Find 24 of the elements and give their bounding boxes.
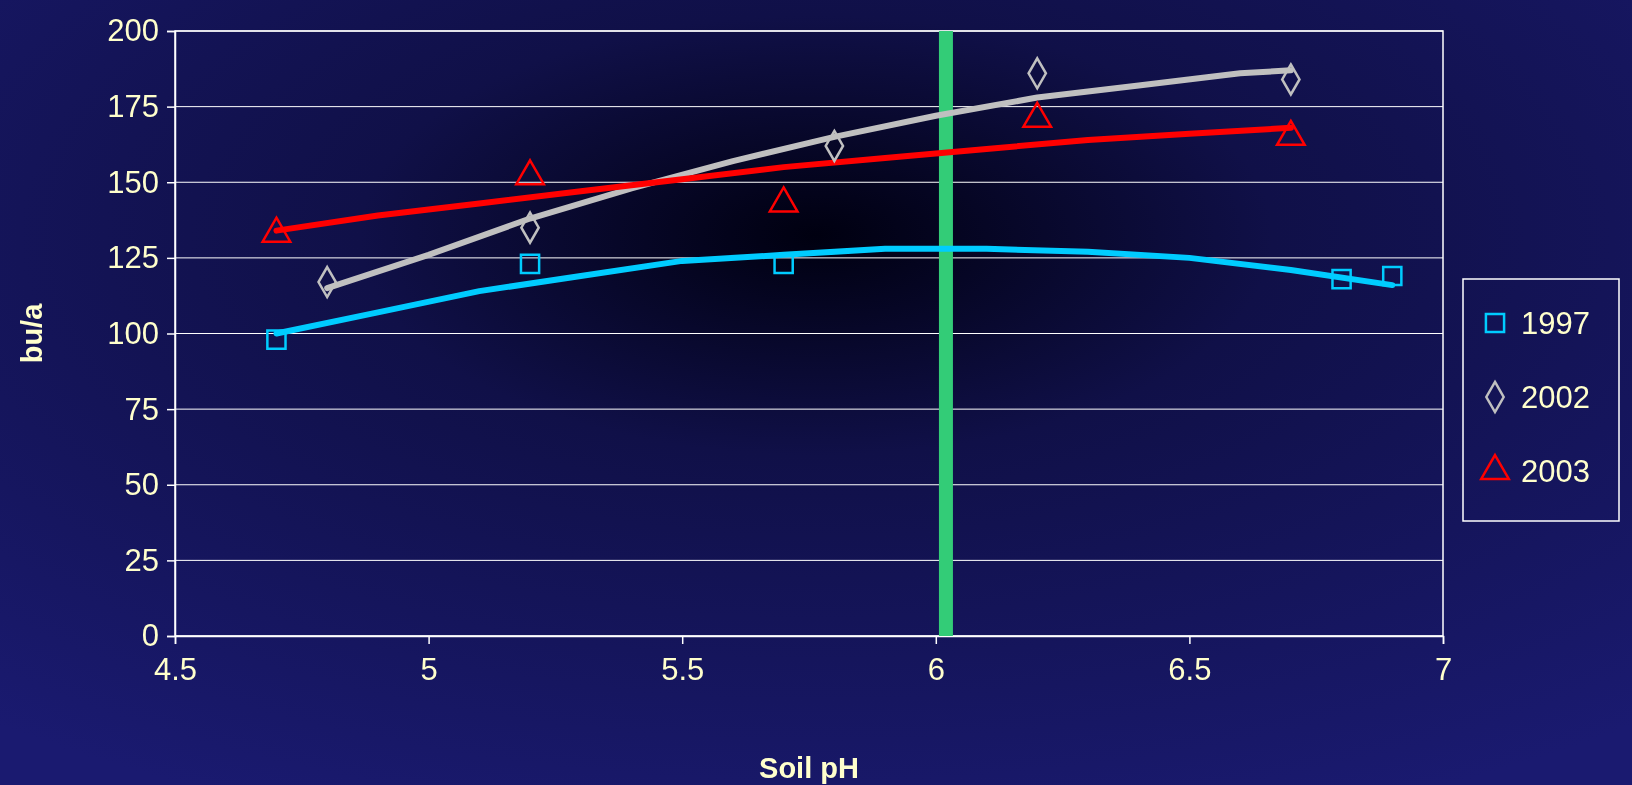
y-tick-label: 50 [124,467,159,503]
y-axis-title: bu/a [16,302,48,364]
point [266,329,287,350]
x-tick-label: 5.5 [661,652,705,688]
point [1331,268,1352,290]
y-tick-label: 100 [107,315,159,351]
point [1381,265,1403,287]
y-tick-label: 0 [141,618,159,654]
y-tick-label: 200 [107,13,159,49]
legend-label: 1997 [1521,306,1590,341]
y-tick-label: 150 [107,164,159,200]
x-tick-label: 6.5 [1168,652,1212,688]
x-tick-label: 7 [1434,652,1453,688]
x-axis-title: Soil pH [759,752,859,784]
x-tick-label: 6 [927,652,945,688]
legend-label: 2002 [1521,380,1590,415]
y-tick-label: 125 [107,240,159,276]
x-tick-label: 5 [420,652,438,688]
y-tick-label: 175 [107,89,159,125]
y-tick-label: 75 [124,391,159,427]
point [519,253,541,275]
x-tick-label: 4.5 [153,652,198,688]
legend-label: 2003 [1521,454,1590,489]
y-tick-label: 25 [124,542,159,578]
